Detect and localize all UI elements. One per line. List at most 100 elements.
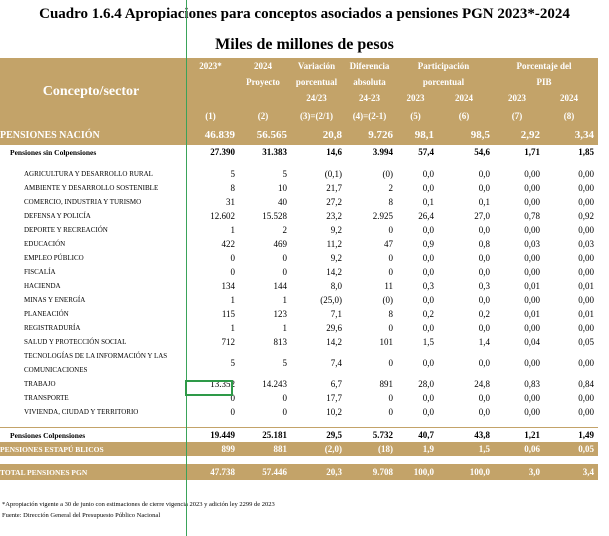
cell-value[interactable]: 47 <box>384 239 393 249</box>
cell-value[interactable]: 0,00 <box>524 323 540 333</box>
cell-value[interactable]: 9.726 <box>346 126 397 145</box>
cell-value[interactable]: 29,6 <box>326 323 342 333</box>
cell-value[interactable]: 2,92 <box>494 126 544 145</box>
cell-value[interactable]: 813 <box>273 337 288 347</box>
cell-value[interactable]: 0,04 <box>524 337 540 347</box>
cell-value[interactable]: 0,05 <box>544 442 599 456</box>
cell-value[interactable]: 0,06 <box>494 442 544 456</box>
cell-value[interactable]: 29,5 <box>291 427 346 442</box>
cell-value[interactable]: 134 <box>221 281 236 291</box>
cell-value[interactable]: 0,00 <box>578 267 595 277</box>
cell-value[interactable]: 0,0 <box>422 253 434 263</box>
cell-value[interactable]: 1 <box>230 323 236 333</box>
cell-value[interactable]: 0,00 <box>578 169 595 179</box>
cell-value[interactable]: 9,2 <box>330 253 342 263</box>
cell-value[interactable]: 0,01 <box>524 281 540 291</box>
cell-value[interactable]: 0 <box>282 267 288 277</box>
cell-value[interactable]: 0,00 <box>578 407 595 417</box>
cell-value[interactable]: 0,0 <box>478 253 490 263</box>
cell-value[interactable]: 20,3 <box>291 464 346 480</box>
cell-value[interactable]: 123 <box>273 309 288 319</box>
cell-value[interactable]: 1,5 <box>422 337 434 347</box>
cell-value[interactable]: 1,85 <box>544 144 599 159</box>
cell-value[interactable]: 19.449 <box>186 427 239 442</box>
cell-value[interactable]: 100,0 <box>397 464 438 480</box>
cell-value[interactable]: 26,4 <box>418 211 434 221</box>
cell-value[interactable]: 0,05 <box>578 337 595 347</box>
cell-value[interactable]: 0,0 <box>478 358 490 368</box>
cell-value[interactable]: 27.390 <box>186 144 239 159</box>
cell-value[interactable]: 2 <box>282 225 288 235</box>
cell-value[interactable]: 0 <box>388 253 394 263</box>
cell-value[interactable]: 0,00 <box>524 169 540 179</box>
cell-value[interactable]: 0,00 <box>578 225 595 235</box>
cell-value[interactable]: 31.383 <box>239 144 291 159</box>
cell-value[interactable]: 0,00 <box>578 358 595 368</box>
cell-value[interactable]: 5 <box>282 358 288 368</box>
cell-value[interactable]: 11,2 <box>326 239 342 249</box>
cell-value[interactable]: 1,9 <box>397 442 438 456</box>
cell-value[interactable]: 21,7 <box>326 183 342 193</box>
cell-value[interactable]: 0,0 <box>478 183 490 193</box>
cell-value[interactable]: 5 <box>230 358 236 368</box>
cell-value[interactable]: 0,0 <box>422 393 434 403</box>
cell-value[interactable]: 40 <box>278 197 287 207</box>
cell-value[interactable]: 25.181 <box>239 427 291 442</box>
cell-value[interactable]: 0,0 <box>478 295 490 305</box>
cell-value[interactable]: 1,4 <box>478 337 490 347</box>
cell-value[interactable]: 14,2 <box>326 337 342 347</box>
cell-value[interactable]: 27,0 <box>474 211 490 221</box>
cell-value[interactable]: 5.732 <box>346 427 397 442</box>
cell-value[interactable]: 0,00 <box>578 393 595 403</box>
cell-value[interactable]: 0,00 <box>524 358 540 368</box>
cell-value[interactable]: 0,92 <box>578 211 595 221</box>
cell-value[interactable]: 0,03 <box>524 239 540 249</box>
cell-value[interactable]: 5 <box>282 169 288 179</box>
cell-value[interactable]: 0,84 <box>578 379 595 389</box>
cell-value[interactable]: 28,0 <box>418 379 434 389</box>
cell-value[interactable]: 10,2 <box>326 407 342 417</box>
cell-value[interactable]: 0,9 <box>422 239 434 249</box>
cell-value[interactable]: 0,0 <box>422 407 434 417</box>
cell-value[interactable]: 0,0 <box>478 169 490 179</box>
cell-value[interactable]: 13.352 <box>210 379 235 389</box>
cell-value[interactable]: 0,00 <box>524 267 540 277</box>
cell-value[interactable]: 1,5 <box>438 442 494 456</box>
cell-value[interactable]: 27,2 <box>326 197 342 207</box>
cell-value[interactable]: 0,83 <box>524 379 540 389</box>
cell-value[interactable]: 0,1 <box>422 197 434 207</box>
cell-value[interactable]: 0,0 <box>478 225 490 235</box>
cell-value[interactable]: 0,0 <box>478 393 490 403</box>
cell-value[interactable]: 8 <box>388 309 394 319</box>
cell-value[interactable]: 1 <box>282 323 288 333</box>
cell-value[interactable]: 20,8 <box>291 126 346 145</box>
cell-value[interactable]: 0,00 <box>524 295 540 305</box>
cell-value[interactable]: (0,1) <box>324 169 342 179</box>
cell-value[interactable]: 0,0 <box>422 295 434 305</box>
cell-value[interactable]: 0,00 <box>578 295 595 305</box>
cell-value[interactable]: 0,0 <box>422 323 434 333</box>
cell-value[interactable]: 0,1 <box>478 197 490 207</box>
cell-value[interactable]: 1,71 <box>494 144 544 159</box>
cell-value[interactable]: 0,00 <box>524 183 540 193</box>
cell-value[interactable]: 0,00 <box>578 253 595 263</box>
cell-value[interactable]: 98,5 <box>438 126 494 145</box>
cell-value[interactable]: 0,01 <box>524 309 540 319</box>
cell-value[interactable]: 56.565 <box>239 126 291 145</box>
cell-value[interactable]: 1 <box>230 295 236 305</box>
cell-value[interactable]: 891 <box>379 379 394 389</box>
cell-value[interactable]: (0) <box>382 169 394 179</box>
cell-value[interactable]: 0,00 <box>524 407 540 417</box>
cell-value[interactable]: (2,0) <box>291 442 346 456</box>
cell-value[interactable]: 0,0 <box>478 407 490 417</box>
cell-value[interactable]: 144 <box>273 281 288 291</box>
cell-value[interactable]: 3,4 <box>544 464 599 480</box>
cell-value[interactable]: 98,1 <box>397 126 438 145</box>
cell-value[interactable]: 6,7 <box>330 379 342 389</box>
cell-value[interactable]: 0,0 <box>478 267 490 277</box>
cell-value[interactable]: 0,03 <box>578 239 595 249</box>
cell-value[interactable]: 2.925 <box>372 211 393 221</box>
cell-value[interactable]: 40,7 <box>397 427 438 442</box>
cell-value[interactable]: 12.602 <box>210 211 235 221</box>
cell-value[interactable]: 0,00 <box>524 253 540 263</box>
